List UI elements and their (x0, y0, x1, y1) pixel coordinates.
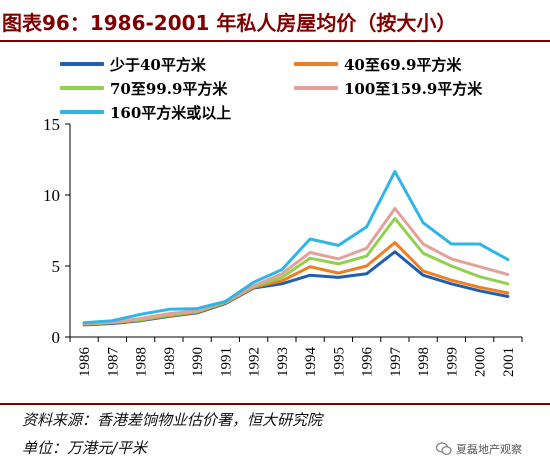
source-text: 资料来源：香港差饷物业估价署，恒大研究院 (22, 411, 323, 429)
source-bar: 资料来源：香港差饷物业估价署，恒大研究院 单位：万港元/平米 夏磊地产观察 (0, 403, 550, 468)
legend: 少于40平方米 40至69.9平方米 70至99.9平方米 100至159.9平… (0, 46, 550, 126)
x-tick-label: 1991 (218, 347, 234, 377)
series-line-4 (82, 207, 510, 325)
legend-label-5: 160平方米或以上 (110, 103, 232, 122)
x-tick-label: 1990 (190, 347, 206, 377)
legend-swatch-1 (60, 62, 104, 66)
x-tick-label: 1999 (444, 347, 460, 377)
x-tick-label: 1994 (303, 347, 319, 378)
y-tick-label: 0 (52, 328, 61, 347)
x-tick-label: 2001 (501, 347, 517, 377)
series-line-5 (82, 170, 510, 325)
y-tick-label: 10 (43, 186, 60, 205)
axes-layer: 0 5 10 15 1986 1987 1988 1989 1990 1991 1992 1993 19… (43, 115, 523, 378)
legend-swatch-4 (294, 86, 338, 90)
legend-item-2: 40至69.9平方米 (294, 52, 461, 76)
legend-item-1: 少于40平方米 (60, 52, 206, 76)
legend-item-4: 100至159.9平方米 (294, 76, 482, 100)
legend-swatch-3 (60, 86, 104, 90)
x-tick-label: 1998 (416, 347, 432, 377)
series-line-3 (82, 216, 510, 326)
legend-label-3: 70至99.9平方米 (110, 79, 228, 98)
unit-text: 单位：万港元/平米 (22, 439, 148, 457)
legend-swatch-5 (60, 110, 104, 114)
x-tick-label: 1986 (77, 347, 93, 378)
x-tick-label: 1992 (247, 347, 263, 377)
x-tick-label: 1995 (331, 347, 347, 377)
wechat-icon (435, 442, 452, 456)
y-tick-label: 15 (43, 115, 60, 134)
watermark-text: 夏磊地产观察 (456, 443, 522, 456)
x-tick-label: 1997 (388, 347, 404, 378)
legend-swatch-2 (294, 62, 338, 66)
x-tick-label: 1993 (275, 347, 291, 377)
legend-label-2: 40至69.9平方米 (344, 55, 462, 74)
watermark: 夏磊地产观察 (435, 441, 522, 457)
legend-label-4: 100至159.9平方米 (344, 79, 483, 98)
title-bar: 图表96：1986-2001 年私人房屋均价（按大小） (0, 0, 550, 42)
y-tick-label: 5 (52, 257, 61, 276)
legend-item-5: 160平方米或以上 (60, 100, 231, 124)
x-tick-label: 1987 (105, 347, 121, 378)
legend-label-1: 少于40平方米 (110, 55, 206, 74)
x-tick-label: 1989 (162, 347, 178, 377)
chart-area: 0 5 10 15 1986 1987 1988 1989 1990 1991 1992 1993 19… (0, 110, 550, 405)
legend-item-3: 70至99.9平方米 (60, 76, 227, 100)
x-tick-label: 1988 (134, 347, 150, 377)
line-chart: 0 5 10 15 1986 1987 1988 1989 1990 1991 1992 1993 19… (43, 115, 523, 378)
x-tick-label: 1996 (360, 347, 376, 378)
chart-title: 图表96：1986-2001 年私人房屋均价（按大小） (2, 11, 457, 35)
x-tick-label: 2000 (473, 347, 489, 377)
series-layer (82, 170, 510, 327)
